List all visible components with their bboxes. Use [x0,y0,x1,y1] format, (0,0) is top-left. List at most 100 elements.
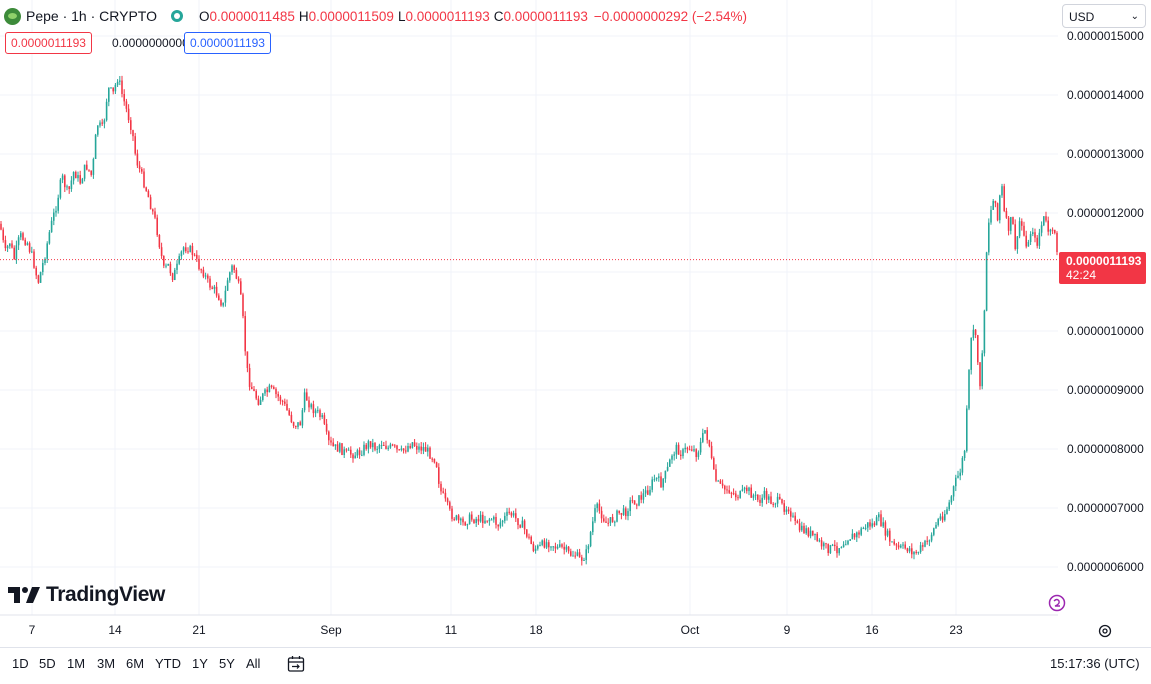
candle-body [1038,232,1041,246]
candle-body [319,410,321,417]
candle-body [746,487,748,492]
candle-body [147,190,150,198]
candle-body [354,455,356,459]
candle-body [94,134,97,159]
candle-body [693,449,695,451]
candle-body [948,502,950,510]
candle-body [288,410,290,415]
candle-body [499,522,502,527]
candle-body [675,444,678,455]
candle-body [72,172,75,181]
range-button-1d[interactable]: 1D [12,656,29,671]
candle-body [849,539,851,541]
candle-body [1032,232,1034,234]
candle-body [281,400,284,402]
candle-body [680,454,682,456]
x-axis-label: 21 [192,623,206,637]
candle-body [735,493,737,498]
candle-body [653,479,656,481]
candle-body [754,494,757,496]
buy-price-button[interactable]: 0.0000011193 [184,32,271,54]
candle-body [836,546,838,554]
candle-body [292,422,295,426]
candle-body [242,294,244,317]
candle-body [818,540,821,542]
currency-select[interactable]: USD ⌄ [1062,4,1146,28]
candle-body [598,503,601,511]
candle-body [132,130,134,137]
candle-body [259,400,262,405]
candle-body [306,392,308,401]
candle-body [713,458,715,470]
candle-body [105,101,108,121]
candle-body [1025,235,1027,247]
candle-body [451,508,453,519]
range-button-all[interactable]: All [246,656,261,671]
candle-body [376,448,378,450]
current-price-value: 0.0000011193 [1066,254,1142,268]
tradingview-logo-icon[interactable]: TradingView [8,582,165,608]
candle-body [163,256,165,266]
y-axis-label: 0.0000014000 [1067,88,1144,102]
candle-body [1047,220,1049,232]
candle-body [361,454,363,456]
candle-body [290,414,293,423]
candle-body [180,251,183,257]
range-button-5d[interactable]: 5D [39,656,56,671]
candle-body [655,477,658,480]
candle-body [567,546,570,552]
axis-settings-icon[interactable] [1097,623,1113,639]
candle-body [847,540,849,545]
range-button-3m[interactable]: 3M [97,656,116,671]
candle-body [134,136,136,154]
candle-body [941,516,944,521]
range-button-1y[interactable]: 1Y [192,656,208,671]
x-axis-label: 7 [28,623,36,637]
candle-body [145,187,147,191]
candle-body [1023,225,1025,236]
candle-body [576,552,579,556]
candle-body [796,521,799,524]
candle-body [900,545,902,548]
candle-body [174,269,176,280]
sell-price-button[interactable]: 0.0000011193 [5,32,92,54]
candle-body [583,560,585,561]
candle-body [303,392,306,411]
candle-body [506,511,508,516]
candle-body [860,528,862,535]
symbol-title[interactable]: Pepe · 1h · CRYPTO [26,8,157,24]
candle-body [517,518,519,526]
candle-body [391,444,394,446]
candle-body [389,444,392,448]
candle-body [385,445,387,449]
candle-body [924,540,926,547]
candle-body [1036,237,1038,246]
candle-body [926,540,928,542]
y-axis-label: 0.0000013000 [1067,147,1144,161]
candle-body [640,495,642,500]
candle-body [182,247,185,252]
utc-clock[interactable]: 15:17:36 (UTC) [1050,656,1140,671]
candle-body [20,233,22,238]
range-button-6m[interactable]: 6M [126,656,145,671]
candle-body [101,122,103,124]
range-button-ytd[interactable]: YTD [155,656,181,671]
candle-body [262,393,264,400]
candle-body [581,557,583,561]
gpt-assistant-icon[interactable] [1048,594,1066,612]
candle-body [785,509,788,512]
range-button-1m[interactable]: 1M [67,656,86,671]
candle-body [402,448,405,451]
ohlc-change: −0.0000000292 (−2.54%) [593,8,748,24]
candle-body [2,229,4,241]
candle-body [781,499,783,504]
calendar-range-icon[interactable] [287,655,305,673]
range-button-5y[interactable]: 5Y [219,656,235,671]
candle-body [336,444,339,452]
candle-body [515,513,517,519]
bar-countdown: 42:24 [1066,268,1097,282]
candle-body [671,455,673,460]
candle-body [39,272,42,283]
candle-body [814,533,816,536]
